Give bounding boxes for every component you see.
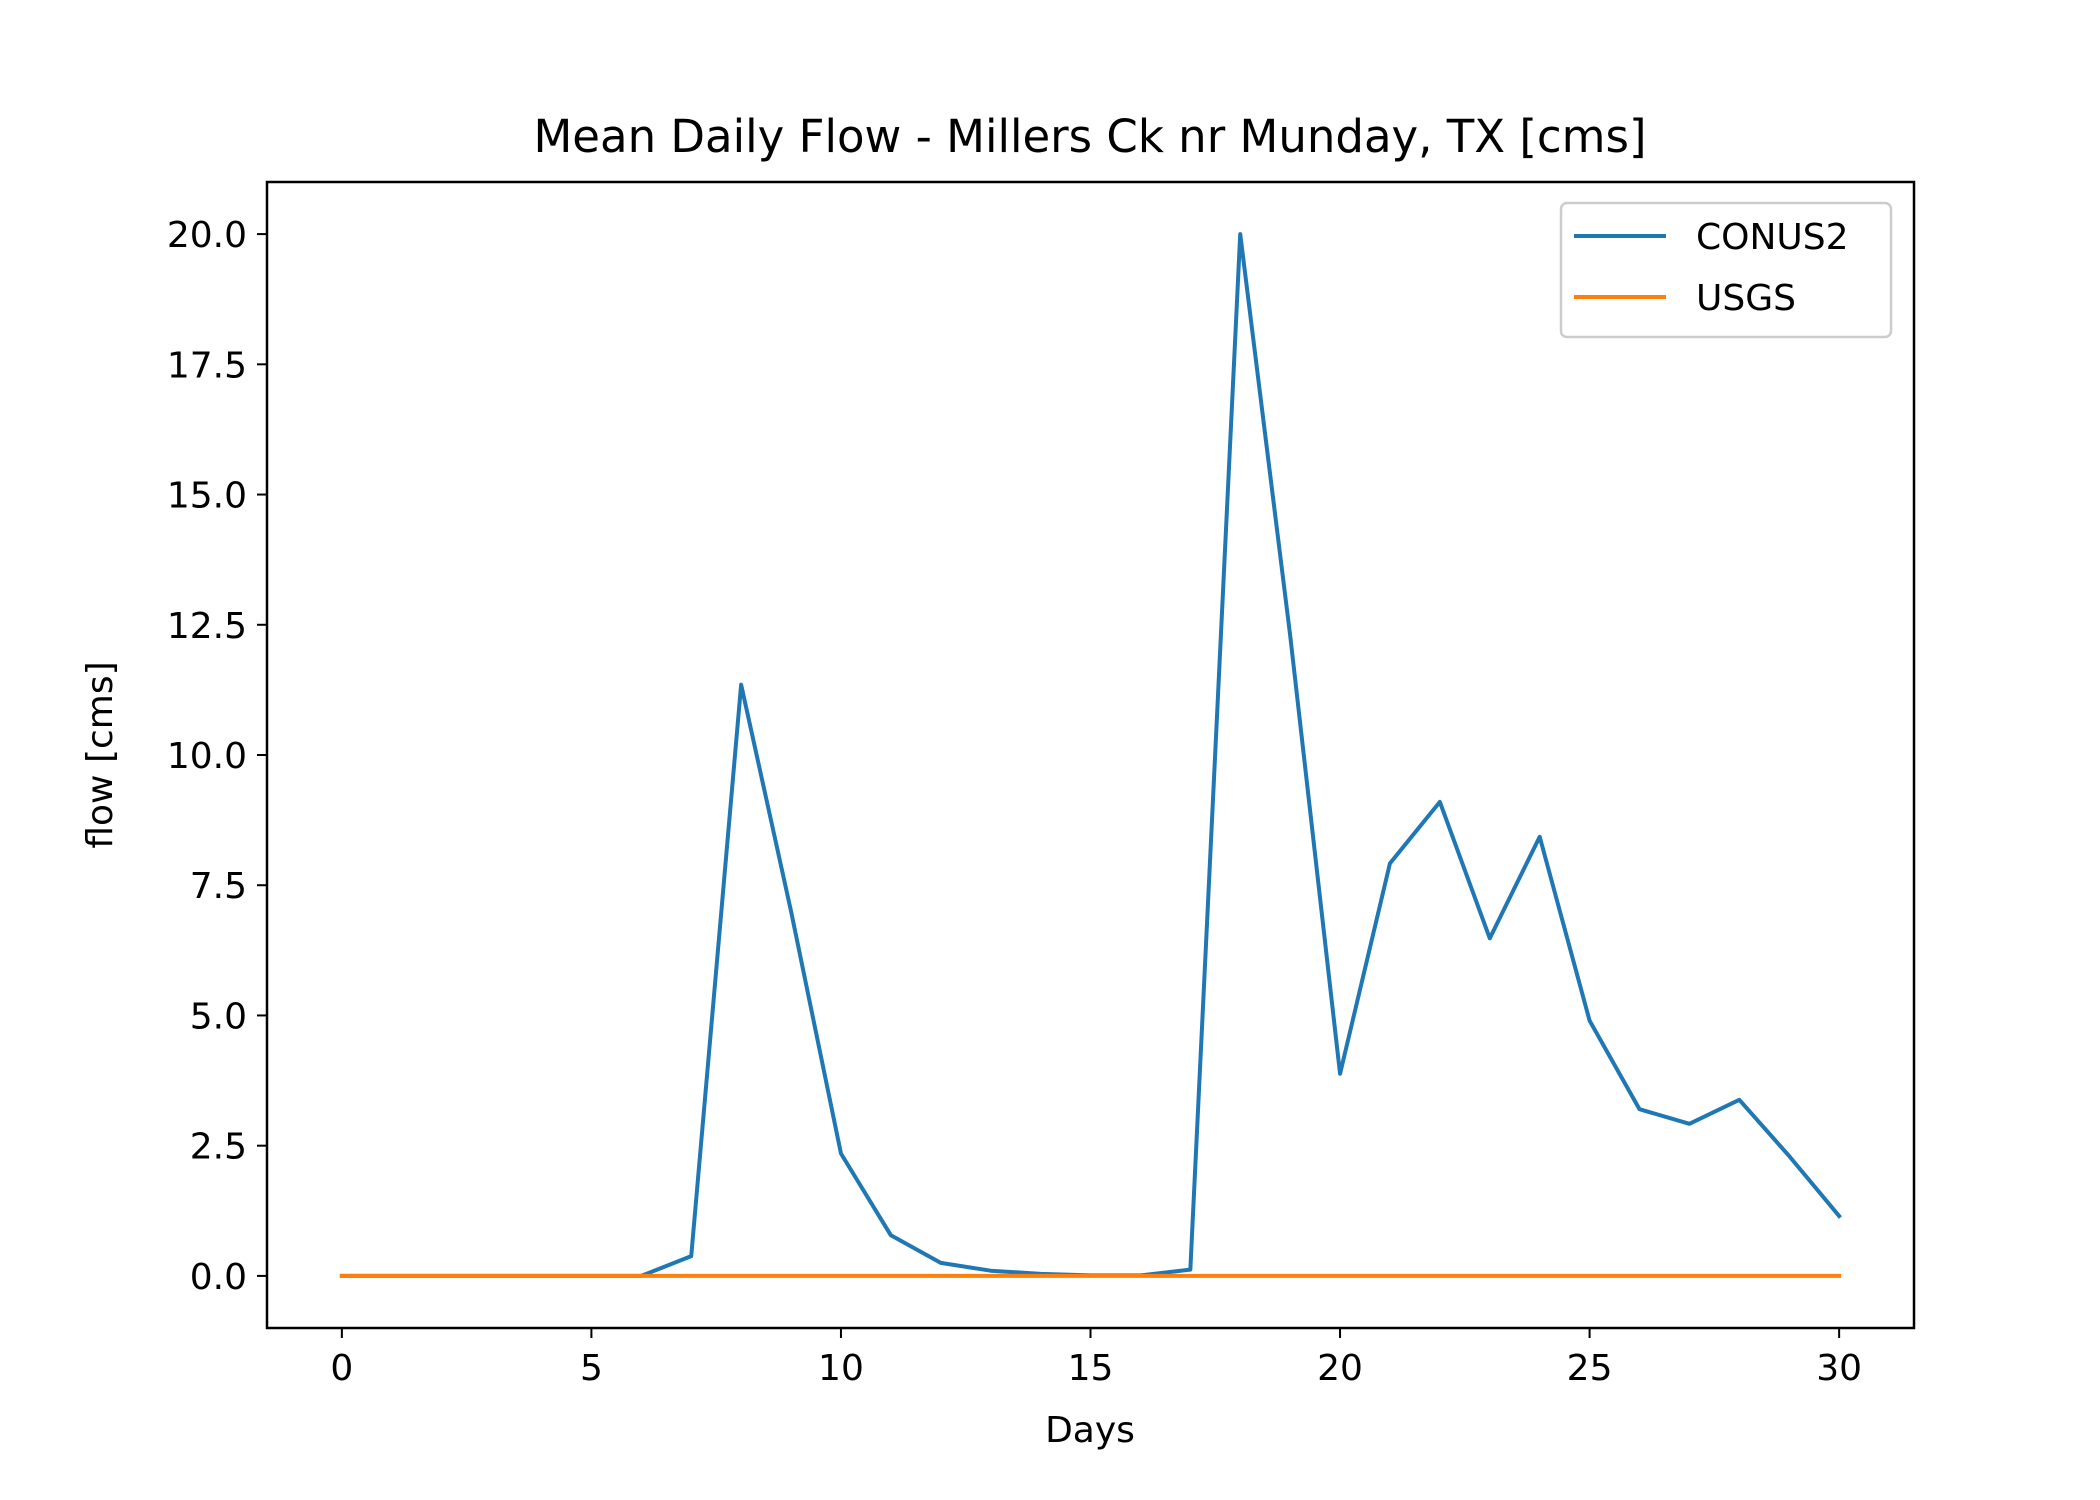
x-tick-label: 25 xyxy=(1567,1348,1613,1389)
y-tick-label: 5.0 xyxy=(190,996,247,1037)
y-axis-label: flow [cms] xyxy=(80,661,121,848)
legend: CONUS2 USGS xyxy=(1559,201,1893,339)
y-tick-label: 12.5 xyxy=(167,606,247,647)
x-tick-label: 5 xyxy=(580,1348,603,1389)
y-tick-label: 17.5 xyxy=(167,345,247,386)
x-tick-label: 15 xyxy=(1068,1348,1114,1389)
y-tick-label: 2.5 xyxy=(190,1127,247,1168)
chart-title: Mean Daily Flow - Millers Ck nr Munday, … xyxy=(533,110,1646,163)
y-tick-label: 10.0 xyxy=(167,736,247,777)
x-axis-label: Days xyxy=(1045,1410,1135,1451)
y-tick-label: 7.5 xyxy=(190,866,247,907)
x-tick-label: 0 xyxy=(330,1348,353,1389)
y-tick-label: 0.0 xyxy=(190,1257,247,1298)
x-tick-label: 10 xyxy=(818,1348,864,1389)
x-tick-label: 30 xyxy=(1816,1348,1862,1389)
y-tick-label: 20.0 xyxy=(167,215,247,256)
y-axis-ticks: 0.0 2.5 5.0 7.5 10.0 12.5 15.0 17.5 20.0 xyxy=(167,215,267,1298)
legend-label-usgs: USGS xyxy=(1696,278,1796,319)
x-tick-label: 20 xyxy=(1317,1348,1363,1389)
x-axis-ticks: 0 5 10 15 20 25 30 xyxy=(330,1328,1862,1389)
legend-label-conus2: CONUS2 xyxy=(1696,217,1849,258)
series-layer xyxy=(339,232,1842,1278)
y-tick-label: 15.0 xyxy=(167,476,247,517)
